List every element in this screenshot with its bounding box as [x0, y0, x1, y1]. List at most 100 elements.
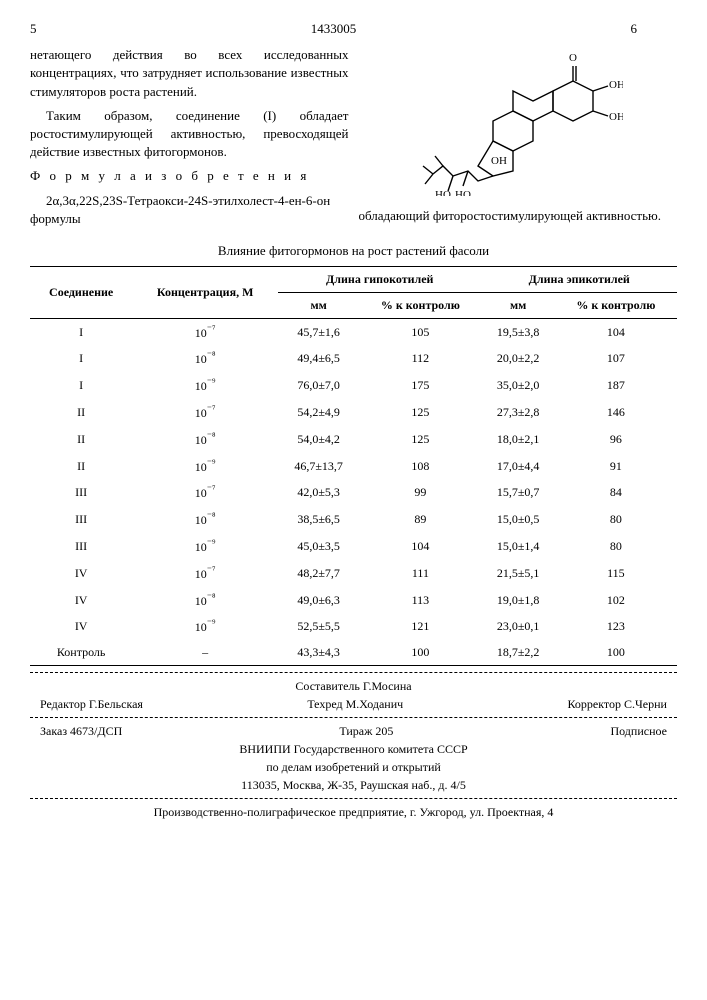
table-cell: I — [30, 318, 132, 345]
table-row: IV10⁻⁹52,5±5,512123,0±0,1123 — [30, 613, 677, 640]
table-cell: III — [30, 479, 132, 506]
left-column: нетающего действия во всех исследо­ванны… — [30, 46, 349, 234]
table-row: III10⁻⁹45,0±3,510415,0±1,480 — [30, 533, 677, 560]
table-cell: II — [30, 399, 132, 426]
table-cell: 104 — [555, 318, 677, 345]
table-cell: 84 — [555, 479, 677, 506]
table-cell: 112 — [359, 345, 481, 372]
table-cell: 10⁻⁸ — [132, 345, 278, 372]
table-cell: 89 — [359, 506, 481, 533]
divider-1 — [30, 672, 677, 673]
table-cell: 43,3±4,3 — [278, 640, 359, 665]
table-cell: 49,4±6,5 — [278, 345, 359, 372]
two-column-layout: нетающего действия во всех исследо­ванны… — [30, 46, 677, 234]
org2: по делам изобретений и открытий — [30, 758, 677, 776]
col-epi-mm: мм — [482, 292, 555, 318]
table-cell: 100 — [359, 640, 481, 665]
right-column: O OH OH OH HO HO обладающий фиторостости… — [359, 46, 678, 234]
table-cell: IV — [30, 613, 132, 640]
table-cell: 146 — [555, 399, 677, 426]
table-row: II10⁻⁸54,0±4,212518,0±2,196 — [30, 426, 677, 453]
footer-pub: Заказ 4673/ДСП Тираж 205 Подписное ВНИИП… — [30, 722, 677, 794]
table-cell: 102 — [555, 587, 677, 614]
table-cell: 52,5±5,5 — [278, 613, 359, 640]
table-cell: 23,0±0,1 — [482, 613, 555, 640]
divider-3 — [30, 798, 677, 799]
table-cell: 99 — [359, 479, 481, 506]
org1: ВНИИПИ Государственного комитета СССР — [30, 740, 677, 758]
table-cell: 10⁻⁹ — [132, 372, 278, 399]
data-table: Соеди­нение Концент­рация, М Длина гипок… — [30, 266, 677, 666]
table-cell: 10⁻⁸ — [132, 426, 278, 453]
col-epi-pct: % к конт­ролю — [555, 292, 677, 318]
table-cell: 45,0±3,5 — [278, 533, 359, 560]
table-cell: 18,7±2,2 — [482, 640, 555, 665]
table-cell: 21,5±5,1 — [482, 560, 555, 587]
table-cell: Конт­роль — [30, 640, 132, 665]
table-row: II10⁻⁹46,7±13,710817,0±4,491 — [30, 453, 677, 480]
table-row: I10⁻⁸49,4±6,511220,0±2,2107 — [30, 345, 677, 372]
table-cell: 10⁻⁷ — [132, 560, 278, 587]
right-text: обладающий фиторостостимулирующей ак­тив… — [359, 207, 678, 225]
table-cell: 91 — [555, 453, 677, 480]
chem-label-o: O — [569, 52, 577, 64]
table-cell: 10⁻⁹ — [132, 453, 278, 480]
table-cell: 107 — [555, 345, 677, 372]
table-cell: III — [30, 506, 132, 533]
table-cell: 123 — [555, 613, 677, 640]
compiler: Составитель Г.Мосина — [30, 677, 677, 695]
chem-label-ho2: HO — [435, 189, 451, 196]
tiraz: Тираж 205 — [339, 722, 393, 740]
para-2: Таким образом, соединение (I) об­ладает … — [30, 107, 349, 162]
table-cell: 125 — [359, 399, 481, 426]
table-cell: 10⁻⁸ — [132, 587, 278, 614]
col-hypo-mm: мм — [278, 292, 359, 318]
table-body: I10⁻⁷45,7±1,610519,5±3,8104I10⁻⁸49,4±6,5… — [30, 318, 677, 665]
table-cell: 20,0±2,2 — [482, 345, 555, 372]
col-compound: Соеди­нение — [30, 267, 132, 319]
table-cell: – — [132, 640, 278, 665]
editor: Редактор Г.Бельская — [40, 695, 143, 713]
table-cell: 27,3±2,8 — [482, 399, 555, 426]
col-hypo: Длина гипокотилей — [278, 267, 482, 293]
table-cell: 15,7±0,7 — [482, 479, 555, 506]
page-left: 5 — [30, 20, 232, 38]
table-row: I10⁻⁹76,0±7,017535,0±2,0187 — [30, 372, 677, 399]
table-cell: 45,7±1,6 — [278, 318, 359, 345]
table-cell: 10⁻⁹ — [132, 613, 278, 640]
addr2: Производственно-полиграфическое предприя… — [30, 803, 677, 821]
formula-text: 2α,3α,22S,23S-Тетраокси-24S-этил­холест-… — [30, 192, 349, 228]
chem-label-oh3: OH — [491, 155, 507, 167]
footer-printer: Производственно-полиграфическое предприя… — [30, 803, 677, 821]
table-row: II10⁻⁷54,2±4,912527,3±2,8146 — [30, 399, 677, 426]
table-cell: 76,0±7,0 — [278, 372, 359, 399]
table-cell: 187 — [555, 372, 677, 399]
table-cell: 80 — [555, 506, 677, 533]
table-cell: 35,0±2,0 — [482, 372, 555, 399]
table-row: IV10⁻⁷48,2±7,711121,5±5,1115 — [30, 560, 677, 587]
table-cell: 121 — [359, 613, 481, 640]
table-row: I10⁻⁷45,7±1,610519,5±3,8104 — [30, 318, 677, 345]
techred: Техред М.Ходанич — [307, 695, 403, 713]
table-cell: I — [30, 372, 132, 399]
table-cell: 19,0±1,8 — [482, 587, 555, 614]
page-center: 1433005 — [232, 20, 434, 38]
table-cell: 46,7±13,7 — [278, 453, 359, 480]
divider-2 — [30, 717, 677, 718]
table-cell: I — [30, 345, 132, 372]
chem-label-oh1: OH — [609, 79, 623, 91]
table-cell: 49,0±6,3 — [278, 587, 359, 614]
col-epi: Длина эпикотилей — [482, 267, 678, 293]
table-cell: 10⁻⁷ — [132, 399, 278, 426]
table-cell: 10⁻⁹ — [132, 533, 278, 560]
col-conc: Концент­рация, М — [132, 267, 278, 319]
chem-label-oh2: OH — [609, 111, 623, 123]
table-cell: 115 — [555, 560, 677, 587]
table-cell: 38,5±6,5 — [278, 506, 359, 533]
table-cell: 10⁻⁷ — [132, 479, 278, 506]
table-row: III10⁻⁸38,5±6,58915,0±0,580 — [30, 506, 677, 533]
table-cell: 125 — [359, 426, 481, 453]
table-cell: 18,0±2,1 — [482, 426, 555, 453]
table-cell: 108 — [359, 453, 481, 480]
table-row: IV10⁻⁸49,0±6,311319,0±1,8102 — [30, 587, 677, 614]
